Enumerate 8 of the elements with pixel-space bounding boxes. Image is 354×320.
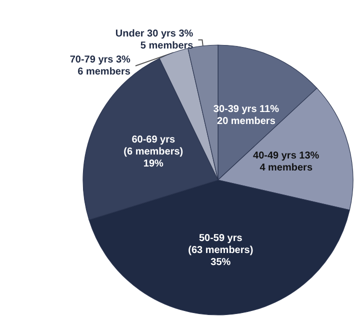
slice-label: 40-49 yrs 13% 4 members [253, 150, 320, 174]
data-label: (63 members) 35% [188, 244, 254, 268]
data-label: (6 members) 19% [124, 146, 184, 170]
slice-label: 50-59 yrs [198, 232, 243, 244]
slice-label: 30-39 yrs 11% 20 members [213, 104, 280, 127]
slice-label: 60-69 yrs [132, 134, 176, 146]
slice-label: Under 30 yrs 3% 5 members [115, 28, 194, 52]
slice-label: 70-79 yrs 3% 6 members [70, 54, 131, 78]
